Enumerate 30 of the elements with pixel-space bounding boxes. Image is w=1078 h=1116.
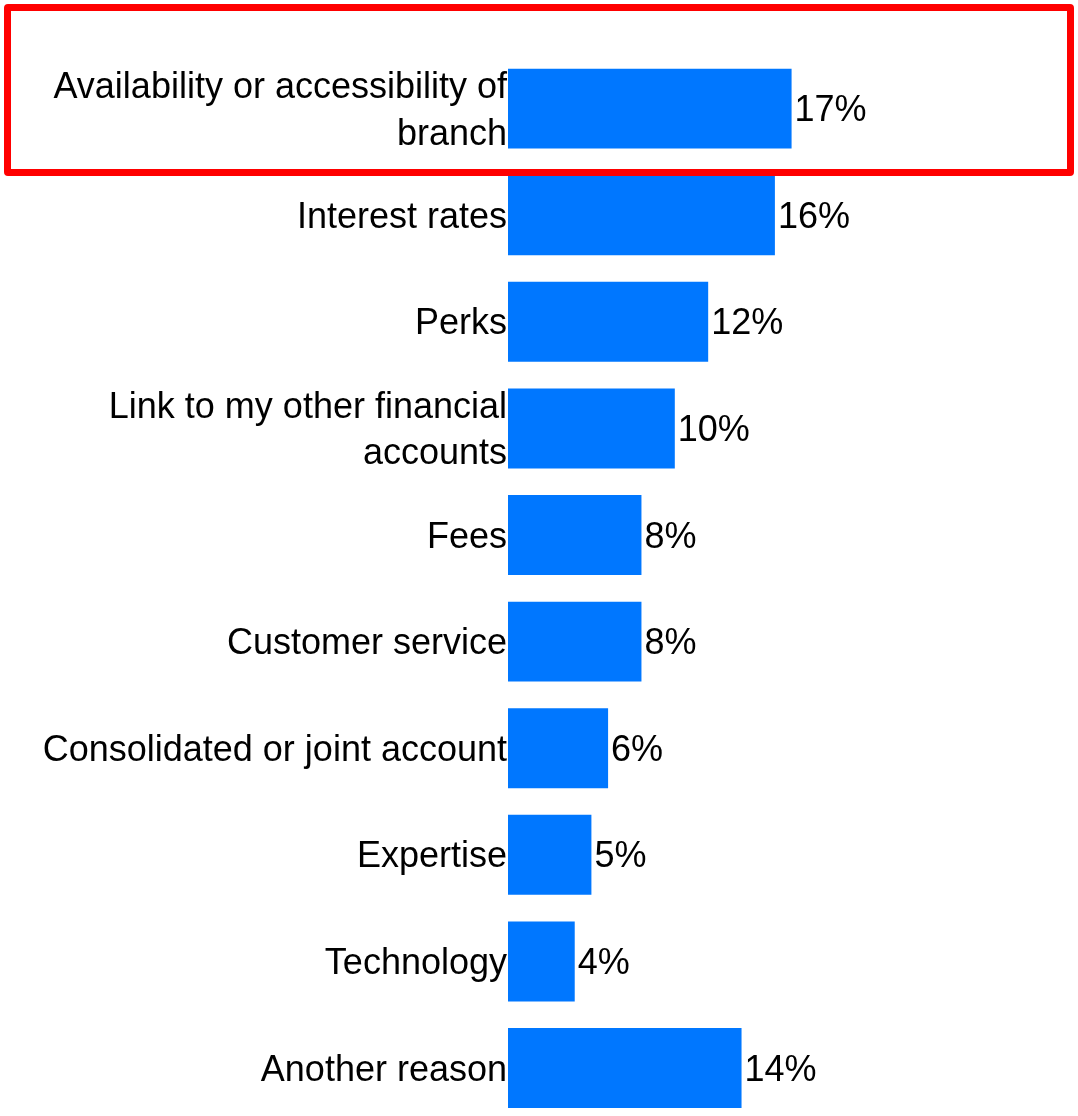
data-label: 10% [677,407,750,449]
data-label: 12% [711,301,784,343]
data-label: 16% [777,194,850,236]
y-tick-label: Availability or accessibility of branch [53,64,508,153]
y-tick-label: Interest rates [296,194,507,236]
y-tick-label: Consolidated or joint account [42,727,507,769]
data-label: 8% [644,621,697,663]
y-tick-label: Technology [324,941,507,983]
y-tick-label: Link to my other financial accounts [108,384,507,473]
bar [508,495,642,576]
y-tick-label: Expertise [356,834,507,876]
y-tick-label: Another reason [260,1047,507,1089]
bar [508,708,609,789]
bar [508,601,642,682]
data-label: 4% [577,940,630,982]
bar [508,1028,742,1109]
bar [508,175,775,256]
y-tick-label: Customer service [226,621,507,663]
data-label: 14% [744,1047,817,1089]
data-label: 5% [594,834,647,876]
bar [508,388,675,469]
y-tick-label: Perks [414,301,507,343]
y-tick-label: Fees [426,514,507,556]
bar [508,68,792,149]
bar [508,281,709,362]
bar [508,814,592,895]
data-label: 8% [644,514,697,556]
data-label: 6% [611,727,664,769]
data-label: 17% [794,88,867,130]
bar [508,921,575,1002]
